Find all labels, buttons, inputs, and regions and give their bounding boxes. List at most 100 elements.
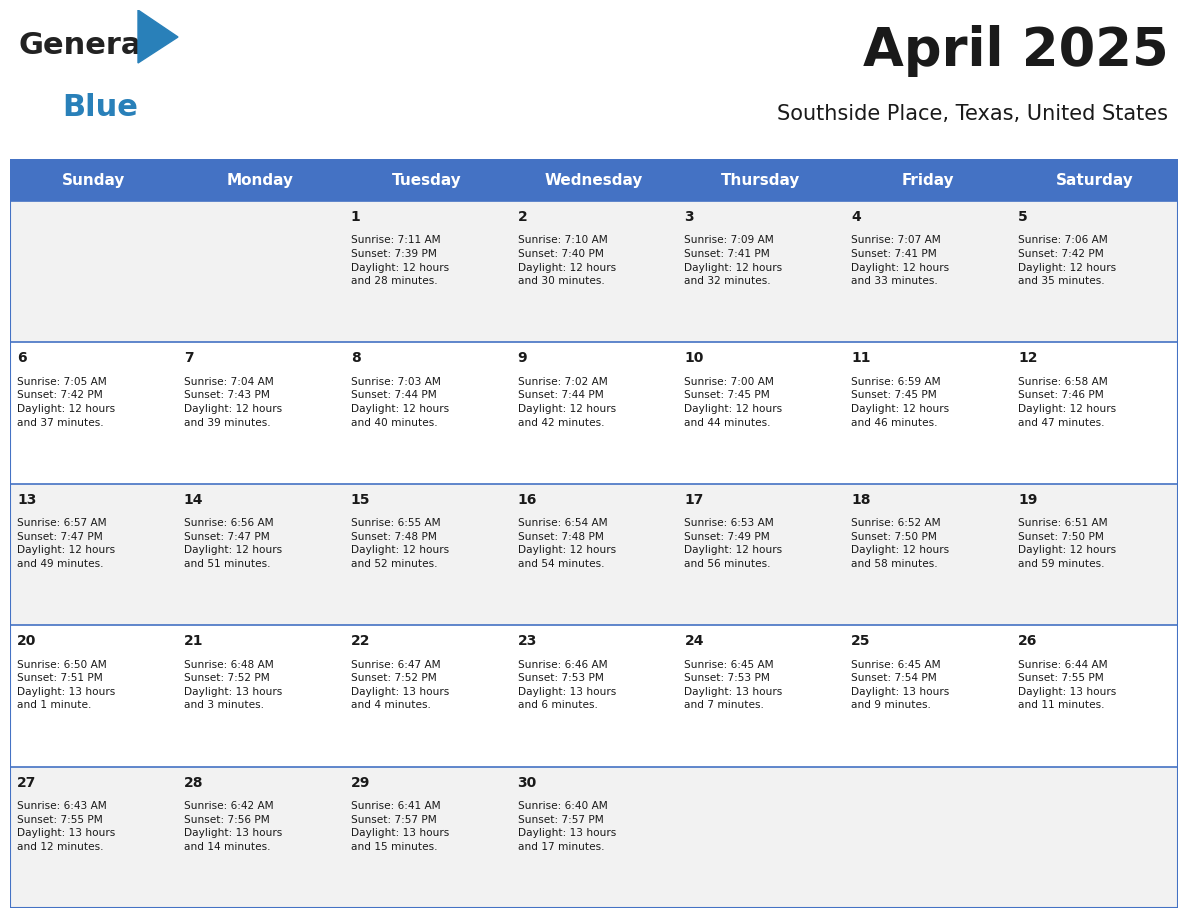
Bar: [677, 342, 845, 484]
Text: 18: 18: [852, 493, 871, 507]
Bar: [343, 767, 511, 908]
Bar: [845, 767, 1011, 908]
Text: Sunrise: 7:06 AM
Sunset: 7:42 PM
Daylight: 12 hours
and 35 minutes.: Sunrise: 7:06 AM Sunset: 7:42 PM Dayligh…: [1018, 235, 1117, 286]
Bar: [343, 484, 511, 625]
Text: Sunrise: 7:02 AM
Sunset: 7:44 PM
Daylight: 12 hours
and 42 minutes.: Sunrise: 7:02 AM Sunset: 7:44 PM Dayligh…: [518, 377, 615, 428]
Text: Tuesday: Tuesday: [392, 173, 462, 187]
Bar: [511, 767, 677, 908]
Bar: [1011, 625, 1178, 767]
Bar: [677, 625, 845, 767]
Text: 24: 24: [684, 634, 704, 648]
Text: April 2025: April 2025: [862, 25, 1168, 76]
Text: Sunrise: 6:52 AM
Sunset: 7:50 PM
Daylight: 12 hours
and 58 minutes.: Sunrise: 6:52 AM Sunset: 7:50 PM Dayligh…: [852, 519, 949, 569]
Text: Sunrise: 7:04 AM
Sunset: 7:43 PM
Daylight: 12 hours
and 39 minutes.: Sunrise: 7:04 AM Sunset: 7:43 PM Dayligh…: [184, 377, 282, 428]
Text: Sunrise: 7:00 AM
Sunset: 7:45 PM
Daylight: 12 hours
and 44 minutes.: Sunrise: 7:00 AM Sunset: 7:45 PM Dayligh…: [684, 377, 783, 428]
Text: 5: 5: [1018, 210, 1028, 224]
Text: Friday: Friday: [902, 173, 954, 187]
Bar: [343, 159, 511, 201]
Bar: [1011, 767, 1178, 908]
Text: 22: 22: [350, 634, 371, 648]
Text: Sunrise: 6:42 AM
Sunset: 7:56 PM
Daylight: 13 hours
and 14 minutes.: Sunrise: 6:42 AM Sunset: 7:56 PM Dayligh…: [184, 801, 282, 852]
Text: 7: 7: [184, 352, 194, 365]
Text: 30: 30: [518, 776, 537, 789]
Text: Southside Place, Texas, United States: Southside Place, Texas, United States: [777, 105, 1168, 125]
Text: 11: 11: [852, 352, 871, 365]
Text: 23: 23: [518, 634, 537, 648]
Text: Monday: Monday: [227, 173, 293, 187]
Text: Sunrise: 6:44 AM
Sunset: 7:55 PM
Daylight: 13 hours
and 11 minutes.: Sunrise: 6:44 AM Sunset: 7:55 PM Dayligh…: [1018, 660, 1117, 711]
Text: Sunrise: 7:10 AM
Sunset: 7:40 PM
Daylight: 12 hours
and 30 minutes.: Sunrise: 7:10 AM Sunset: 7:40 PM Dayligh…: [518, 235, 615, 286]
Text: Sunrise: 6:58 AM
Sunset: 7:46 PM
Daylight: 12 hours
and 47 minutes.: Sunrise: 6:58 AM Sunset: 7:46 PM Dayligh…: [1018, 377, 1117, 428]
Bar: [10, 484, 177, 625]
Bar: [10, 201, 177, 342]
Text: 12: 12: [1018, 352, 1037, 365]
Text: General: General: [18, 31, 152, 60]
Text: 17: 17: [684, 493, 703, 507]
Bar: [845, 201, 1011, 342]
Text: 2: 2: [518, 210, 527, 224]
Text: 25: 25: [852, 634, 871, 648]
Bar: [845, 484, 1011, 625]
Text: Sunrise: 6:56 AM
Sunset: 7:47 PM
Daylight: 12 hours
and 51 minutes.: Sunrise: 6:56 AM Sunset: 7:47 PM Dayligh…: [184, 519, 282, 569]
Bar: [511, 625, 677, 767]
Text: 1: 1: [350, 210, 360, 224]
Text: 10: 10: [684, 352, 703, 365]
Text: Sunrise: 6:41 AM
Sunset: 7:57 PM
Daylight: 13 hours
and 15 minutes.: Sunrise: 6:41 AM Sunset: 7:57 PM Dayligh…: [350, 801, 449, 852]
Polygon shape: [138, 10, 178, 63]
Bar: [1011, 342, 1178, 484]
Text: 8: 8: [350, 352, 360, 365]
Text: Sunrise: 6:45 AM
Sunset: 7:53 PM
Daylight: 13 hours
and 7 minutes.: Sunrise: 6:45 AM Sunset: 7:53 PM Dayligh…: [684, 660, 783, 711]
Bar: [1011, 201, 1178, 342]
Text: 28: 28: [184, 776, 203, 789]
Text: Sunrise: 7:03 AM
Sunset: 7:44 PM
Daylight: 12 hours
and 40 minutes.: Sunrise: 7:03 AM Sunset: 7:44 PM Dayligh…: [350, 377, 449, 428]
Text: 29: 29: [350, 776, 371, 789]
Text: 3: 3: [684, 210, 694, 224]
Bar: [10, 159, 177, 201]
Bar: [177, 201, 343, 342]
Text: Sunrise: 6:40 AM
Sunset: 7:57 PM
Daylight: 13 hours
and 17 minutes.: Sunrise: 6:40 AM Sunset: 7:57 PM Dayligh…: [518, 801, 615, 852]
Text: Sunrise: 6:54 AM
Sunset: 7:48 PM
Daylight: 12 hours
and 54 minutes.: Sunrise: 6:54 AM Sunset: 7:48 PM Dayligh…: [518, 519, 615, 569]
Text: 6: 6: [17, 352, 26, 365]
Text: Sunrise: 6:46 AM
Sunset: 7:53 PM
Daylight: 13 hours
and 6 minutes.: Sunrise: 6:46 AM Sunset: 7:53 PM Dayligh…: [518, 660, 615, 711]
Bar: [177, 484, 343, 625]
Bar: [677, 767, 845, 908]
Bar: [10, 342, 177, 484]
Bar: [511, 159, 677, 201]
Bar: [177, 159, 343, 201]
Bar: [177, 625, 343, 767]
Text: 21: 21: [184, 634, 203, 648]
Bar: [677, 159, 845, 201]
Text: 26: 26: [1018, 634, 1037, 648]
Bar: [177, 767, 343, 908]
Text: 13: 13: [17, 493, 37, 507]
Bar: [511, 342, 677, 484]
Text: Sunrise: 6:45 AM
Sunset: 7:54 PM
Daylight: 13 hours
and 9 minutes.: Sunrise: 6:45 AM Sunset: 7:54 PM Dayligh…: [852, 660, 949, 711]
Bar: [845, 159, 1011, 201]
Text: Sunrise: 6:59 AM
Sunset: 7:45 PM
Daylight: 12 hours
and 46 minutes.: Sunrise: 6:59 AM Sunset: 7:45 PM Dayligh…: [852, 377, 949, 428]
Bar: [677, 201, 845, 342]
Text: 4: 4: [852, 210, 861, 224]
Bar: [1011, 159, 1178, 201]
Text: Sunrise: 7:09 AM
Sunset: 7:41 PM
Daylight: 12 hours
and 32 minutes.: Sunrise: 7:09 AM Sunset: 7:41 PM Dayligh…: [684, 235, 783, 286]
Text: 16: 16: [518, 493, 537, 507]
Text: Wednesday: Wednesday: [545, 173, 643, 187]
Bar: [511, 201, 677, 342]
Text: Sunrise: 6:47 AM
Sunset: 7:52 PM
Daylight: 13 hours
and 4 minutes.: Sunrise: 6:47 AM Sunset: 7:52 PM Dayligh…: [350, 660, 449, 711]
Text: Sunrise: 7:11 AM
Sunset: 7:39 PM
Daylight: 12 hours
and 28 minutes.: Sunrise: 7:11 AM Sunset: 7:39 PM Dayligh…: [350, 235, 449, 286]
Text: Sunday: Sunday: [62, 173, 125, 187]
Text: 9: 9: [518, 352, 527, 365]
Bar: [1011, 484, 1178, 625]
Bar: [10, 767, 177, 908]
Text: 19: 19: [1018, 493, 1037, 507]
Bar: [677, 484, 845, 625]
Text: Sunrise: 7:05 AM
Sunset: 7:42 PM
Daylight: 12 hours
and 37 minutes.: Sunrise: 7:05 AM Sunset: 7:42 PM Dayligh…: [17, 377, 115, 428]
Text: 20: 20: [17, 634, 37, 648]
Text: Sunrise: 6:48 AM
Sunset: 7:52 PM
Daylight: 13 hours
and 3 minutes.: Sunrise: 6:48 AM Sunset: 7:52 PM Dayligh…: [184, 660, 282, 711]
Bar: [343, 342, 511, 484]
Text: Blue: Blue: [62, 93, 138, 122]
Text: 27: 27: [17, 776, 37, 789]
Text: Saturday: Saturday: [1056, 173, 1133, 187]
Bar: [177, 342, 343, 484]
Text: Sunrise: 6:57 AM
Sunset: 7:47 PM
Daylight: 12 hours
and 49 minutes.: Sunrise: 6:57 AM Sunset: 7:47 PM Dayligh…: [17, 519, 115, 569]
Bar: [343, 201, 511, 342]
